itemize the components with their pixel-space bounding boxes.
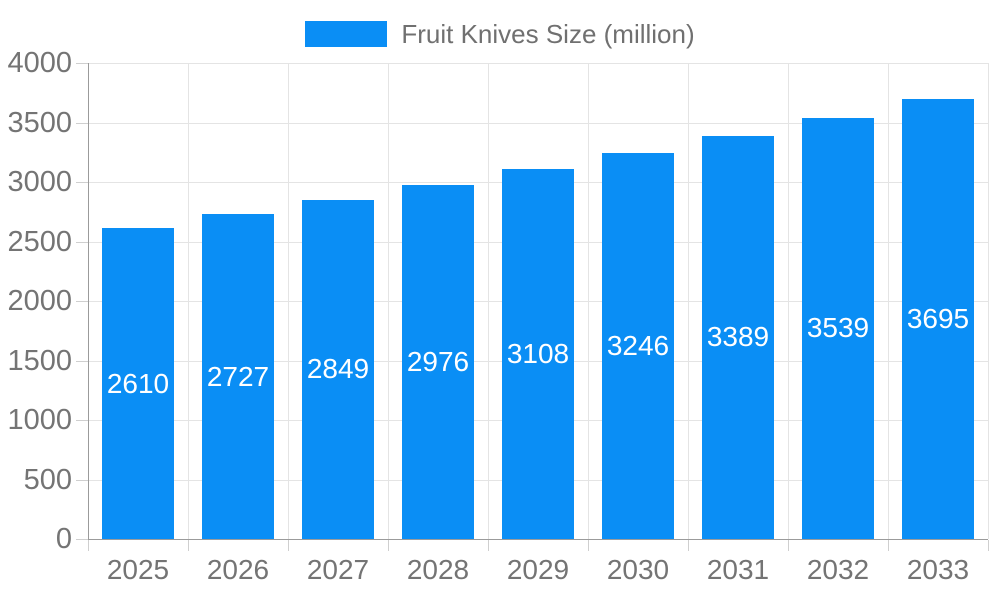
x-axis-label: 2031 — [706, 554, 770, 585]
v-gridline — [988, 63, 989, 539]
h-gridline — [88, 63, 988, 64]
bar-value-label: 3695 — [906, 303, 970, 335]
v-gridline — [688, 63, 689, 539]
x-axis-tick — [188, 540, 189, 551]
y-axis-tick — [76, 241, 88, 243]
x-axis-label: 2033 — [906, 554, 970, 585]
x-axis-tick — [488, 540, 489, 551]
y-axis-label: 2000 — [7, 285, 72, 317]
bar-2030[interactable] — [602, 152, 674, 539]
bar-value-label: 2610 — [106, 367, 170, 399]
bar-2027[interactable] — [302, 199, 374, 539]
bar-value-label: 3389 — [706, 321, 770, 353]
x-axis-label: 2029 — [506, 554, 570, 585]
x-axis-tick — [888, 540, 889, 551]
y-axis-label: 3000 — [7, 166, 72, 198]
v-gridline — [388, 63, 389, 539]
x-axis-tick — [788, 540, 789, 551]
y-axis-tick — [76, 360, 88, 362]
y-axis-tick — [76, 182, 88, 183]
bar-2032[interactable] — [802, 117, 874, 539]
legend-label: Fruit Knives Size (million) — [401, 19, 695, 49]
y-axis-tick — [76, 122, 88, 124]
v-gridline — [288, 63, 289, 539]
y-axis-tick — [76, 63, 88, 64]
legend-swatch-icon — [305, 21, 388, 47]
y-axis-label: 1000 — [7, 404, 72, 436]
y-axis-tick — [76, 301, 88, 302]
y-axis-label: 3500 — [7, 106, 72, 139]
x-axis-label: 2025 — [106, 554, 170, 585]
y-axis-label: 4000 — [7, 47, 72, 79]
y-axis-tick — [76, 539, 88, 540]
x-axis-tick — [588, 540, 589, 551]
bar-value-label: 2849 — [306, 353, 370, 385]
v-gridline — [788, 63, 789, 539]
y-axis-label: 0 — [55, 523, 72, 555]
bar-value-label: 3539 — [806, 312, 870, 344]
x-axis-label: 2027 — [306, 554, 370, 585]
v-gridline — [888, 63, 889, 539]
bar-2028[interactable] — [402, 184, 474, 539]
plot-area: 0 500 1000 1500 2000 2500 3000 3500 4000 2025 2026… — [7, 48, 989, 585]
x-axis-label: 2028 — [406, 554, 470, 585]
y-axis-label: 2500 — [7, 225, 72, 258]
v-gridline — [188, 63, 189, 539]
x-axis-line — [88, 539, 988, 540]
y-axis-label: 500 — [23, 463, 72, 496]
y-axis-tick — [76, 420, 88, 421]
y-axis-line — [88, 63, 89, 539]
y-axis-tick — [76, 479, 88, 481]
x-axis-tick — [88, 540, 89, 551]
bar-2029[interactable] — [502, 169, 574, 539]
x-axis-label: 2032 — [806, 554, 870, 585]
bar-value-label: 3108 — [506, 338, 570, 370]
bar-value-label: 2976 — [406, 345, 470, 377]
legend-item[interactable]: Fruit Knives Size (million) — [0, 19, 1000, 49]
x-axis-tick — [988, 540, 989, 551]
x-axis-label: 2030 — [606, 554, 670, 585]
h-gridline — [88, 122, 988, 124]
bar-2033[interactable] — [902, 99, 974, 539]
v-gridline — [588, 63, 589, 539]
x-axis-label: 2026 — [206, 554, 270, 585]
x-axis-tick — [688, 540, 689, 551]
y-axis-label: 1500 — [7, 344, 72, 377]
v-gridline — [488, 63, 489, 539]
x-axis-tick — [288, 540, 289, 551]
x-axis-tick — [388, 540, 389, 551]
bar-value-label: 2727 — [206, 360, 270, 392]
bar-2025[interactable] — [102, 228, 174, 539]
bar-2026[interactable] — [202, 214, 274, 539]
bar-2031[interactable] — [702, 135, 774, 539]
bar-value-label: 3246 — [606, 329, 670, 361]
